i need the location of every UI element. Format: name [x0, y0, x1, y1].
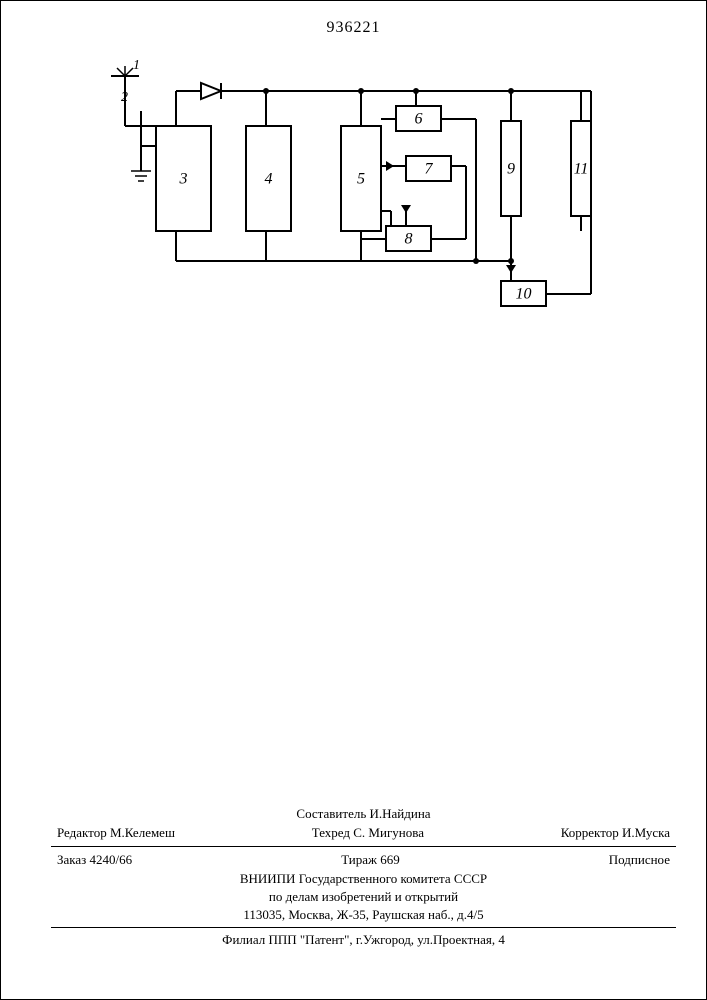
- subscription: Подписное: [609, 852, 670, 868]
- order-row: Заказ 4240/66 Тираж 669 Подписное: [51, 850, 676, 870]
- circuit-diagram: 3456789101112: [81, 51, 641, 351]
- svg-text:4: 4: [265, 171, 273, 188]
- staff-row: Редактор М.Келемеш Техред С. Мигунова Ко…: [51, 823, 676, 843]
- org-line-1: ВНИИПИ Государственного комитета СССР: [51, 870, 676, 888]
- svg-text:5: 5: [357, 171, 365, 188]
- svg-text:7: 7: [425, 161, 434, 178]
- svg-text:3: 3: [179, 171, 188, 188]
- divider: [51, 846, 676, 847]
- divider-2: [51, 927, 676, 928]
- svg-text:8: 8: [405, 231, 413, 248]
- doc-number: 936221: [1, 19, 706, 37]
- branch-line: Филиал ППП "Патент", г.Ужгород, ул.Проек…: [51, 931, 676, 949]
- editor: Редактор М.Келемеш: [57, 825, 175, 841]
- svg-text:9: 9: [507, 161, 515, 178]
- page: 936221 3456789101112 Составитель И.Найди…: [0, 0, 707, 1000]
- svg-text:6: 6: [415, 111, 423, 128]
- svg-text:2: 2: [121, 90, 128, 105]
- org-line-2: по делам изобретений и открытий: [51, 888, 676, 906]
- techred: Техред С. Мигунова: [312, 825, 424, 841]
- svg-text:11: 11: [574, 161, 589, 178]
- org-line-3: 113035, Москва, Ж-35, Раушская наб., д.4…: [51, 906, 676, 924]
- tirage: Тираж 669: [341, 852, 400, 868]
- svg-text:1: 1: [133, 58, 140, 73]
- footer-block: Составитель И.Найдина Редактор М.Келемеш…: [51, 805, 676, 949]
- order-num: Заказ 4240/66: [57, 852, 132, 868]
- corrector: Корректор И.Муска: [561, 825, 670, 841]
- svg-text:10: 10: [516, 286, 532, 303]
- compiler-line: Составитель И.Найдина: [51, 805, 676, 823]
